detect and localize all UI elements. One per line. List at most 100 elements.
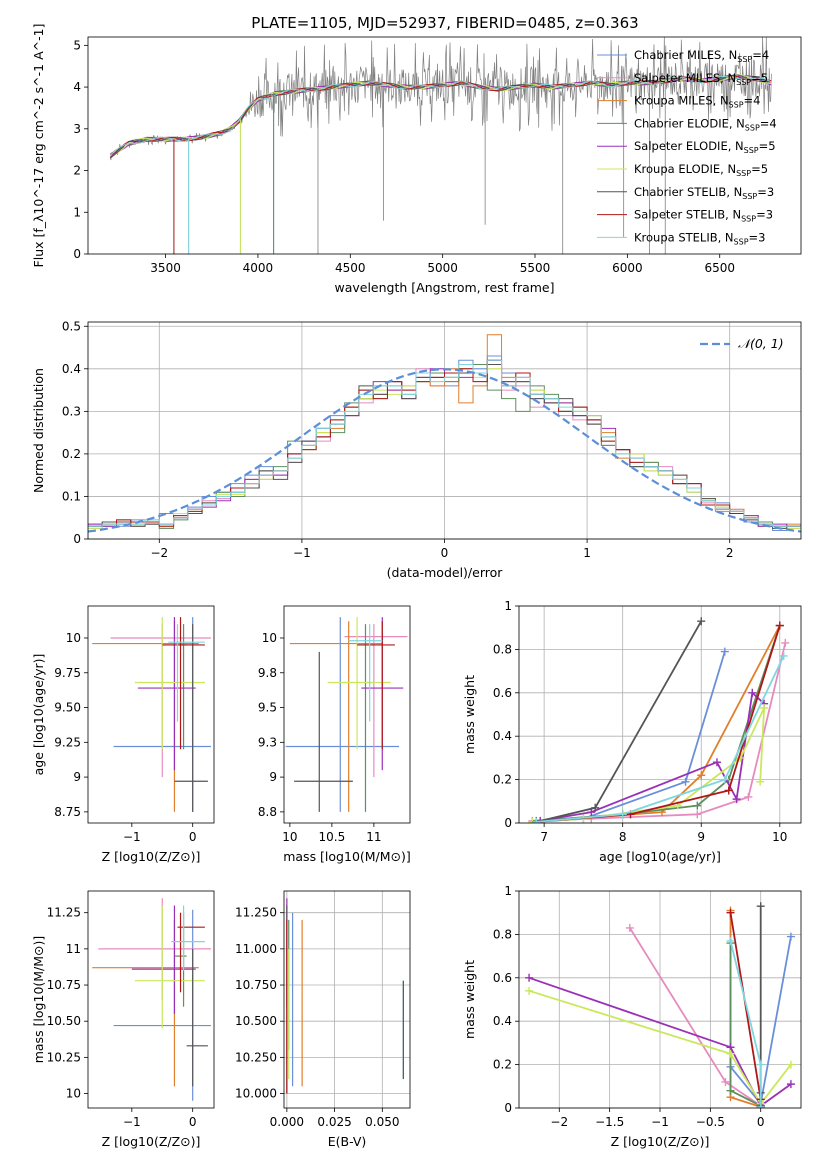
gaussian-curve [88, 368, 801, 533]
y-tick-label: 0 [504, 816, 512, 830]
y-tick-label: 0.2 [493, 1058, 512, 1072]
y-tick-label: 0.8 [493, 642, 512, 656]
plot-area [92, 898, 211, 1101]
legend-label-kroupa_miles: Kroupa MILES, NSSP=4 [634, 94, 760, 110]
legend-label-chabrier_miles: Chabrier MILES, NSSP=4 [634, 48, 769, 64]
plot-area [528, 617, 790, 823]
x-axis-label: E(B-V) [328, 1134, 367, 1149]
y-tick-label: 11.250 [235, 906, 277, 920]
x-tick-label: 10 [282, 830, 297, 844]
weight-marker-salpeter_miles [625, 923, 634, 932]
plot-area [285, 617, 408, 812]
weight-marker-salpeter_miles [781, 638, 790, 647]
y-tick-label: 0.3 [62, 404, 81, 418]
x-tick-label: −1 [123, 830, 141, 844]
y-tick-label: 0 [73, 247, 81, 261]
x-tick-label: 0.000 [270, 1115, 304, 1129]
y-tick-label: 9.8 [258, 666, 277, 680]
weight-marker-salpeter_elodie [525, 973, 534, 982]
x-tick-label: −1.5 [595, 1115, 624, 1129]
y-tick-label: 9.3 [258, 735, 277, 749]
x-tick-label: 10 [772, 830, 787, 844]
axes-frame [87, 321, 802, 540]
y-tick-label: 0 [73, 532, 81, 546]
y-tick-label: 11 [66, 942, 81, 956]
y-tick-label: 10.000 [235, 1087, 277, 1101]
weight-marker-salpeter_stelib [775, 621, 784, 630]
model-line-kroupa_stelib [109, 75, 772, 156]
plot-area [109, 37, 772, 254]
x-tick-label: 3500 [150, 261, 181, 275]
y-tick-label: 0.2 [62, 447, 81, 461]
x-tick-label: 2 [726, 546, 734, 560]
weight-marker-salpeter_stelib [726, 908, 735, 917]
x-axis-label: wavelength [Angstrom, rest frame] [334, 280, 554, 295]
legend-label-chabrier_elodie: Chabrier ELODIE, NSSP=4 [634, 116, 777, 132]
weight-marker-salpeter_miles [693, 810, 702, 819]
y-tick-label: 11.000 [235, 942, 277, 956]
weight-line-salpeter_elodie [528, 976, 792, 1108]
legend-label-kroupa_stelib: Kroupa STELIB, NSSP=3 [634, 230, 765, 246]
weight-marker-kroupa_stelib [779, 651, 788, 660]
weight-marker-kroupa_stelib [720, 775, 729, 784]
y-tick-label: 9.25 [54, 735, 81, 749]
y-tick-label: 1 [504, 884, 512, 898]
weight-marker-kroupa_elodie [726, 1049, 735, 1058]
weight-marker-kroupa_miles [697, 771, 706, 780]
chart-age_weight: 7 8 9 10 0 0.2 0.4 0.6 0.8 1 age [log10(age/yr)] ma… [462, 599, 802, 864]
hist-kroupa_stelib [88, 359, 801, 539]
y-tick-label: 9.75 [54, 666, 81, 680]
y-tick-label: 4 [73, 80, 81, 94]
legend-label-gaussian: 𝒩(0, 1) [738, 336, 784, 351]
y-tick-label: 9 [269, 770, 277, 784]
x-tick-label: 4000 [243, 261, 274, 275]
y-tick-label: 1 [73, 205, 81, 219]
plot-area [92, 617, 211, 812]
weight-line-kroupa_elodie [528, 989, 792, 1106]
y-tick-label: 0.6 [493, 971, 512, 985]
x-tick-label: −2 [550, 1115, 568, 1129]
y-tick-label: 0.6 [493, 686, 512, 700]
y-tick-label: 10.250 [235, 1050, 277, 1064]
x-axis-label: Z [log10(Z/Z⊙)] [102, 849, 201, 864]
chart-z_mass: −1 0 10 10.25 10.50 10.75 11 11.25 Z [log10(Z/Z⊙… [31, 890, 215, 1149]
y-tick-label: 9.50 [54, 701, 81, 715]
plot-area [286, 898, 404, 1094]
x-tick-label: 0.025 [317, 1115, 351, 1129]
x-tick-label: −1 [293, 546, 311, 560]
weight-line-kroupa_stelib [536, 655, 785, 823]
y-tick-label: 10.500 [235, 1014, 277, 1028]
y-tick-label: 0.4 [493, 1014, 512, 1028]
weight-marker-salpeter_stelib [724, 786, 733, 795]
weight-line-salpeter_elodie [540, 690, 765, 822]
x-tick-label: 9 [697, 830, 705, 844]
x-tick-label: 0 [189, 1115, 197, 1129]
y-axis-label: mass weight [462, 960, 477, 1039]
x-tick-label: 11 [366, 830, 381, 844]
weight-marker-kroupa_stelib [756, 1102, 765, 1108]
y-tick-label: 0.8 [493, 927, 512, 941]
chart-residuals: −2 −1 0 1 2 0 0.1 0.2 0.3 0.4 0.5 (data-model)/erro… [31, 319, 802, 580]
y-tick-label: 2 [73, 164, 81, 178]
weight-marker-chabrier_stelib [756, 902, 765, 911]
x-axis-label: age [log10(age/yr)] [599, 849, 721, 864]
chart-z_weight: −2 −1.5 −1 −0.5 0 0 0.2 0.4 0.6 0.8 1 Z [log10(Z/Z⊙… [462, 884, 802, 1149]
x-tick-label: 4500 [335, 261, 366, 275]
weight-line-chabrier_elodie [729, 943, 762, 1107]
weight-marker-chabrier_elodie [693, 801, 702, 810]
x-tick-label: 7 [540, 830, 548, 844]
x-tick-label: −1 [651, 1115, 669, 1129]
x-tick-label: 5000 [427, 261, 458, 275]
y-tick-label: 9 [73, 770, 81, 784]
weight-marker-chabrier_stelib [591, 803, 600, 812]
chart-ebv_mass: 0.000 0.025 0.050 10.000 10.250 10.500 10.750 1… [235, 890, 411, 1149]
weight-marker-kroupa_elodie [760, 703, 769, 712]
y-tick-label: 10.50 [47, 1014, 81, 1028]
y-tick-label: 0.5 [62, 319, 81, 333]
weight-marker-salpeter_elodie [712, 758, 721, 767]
weight-marker-chabrier_elodie [726, 1086, 735, 1095]
axes-frame [87, 605, 215, 824]
weight-marker-salpeter_miles [721, 1077, 730, 1086]
axes-frame [87, 890, 215, 1109]
weight-marker-salpeter_elodie [786, 1080, 795, 1089]
